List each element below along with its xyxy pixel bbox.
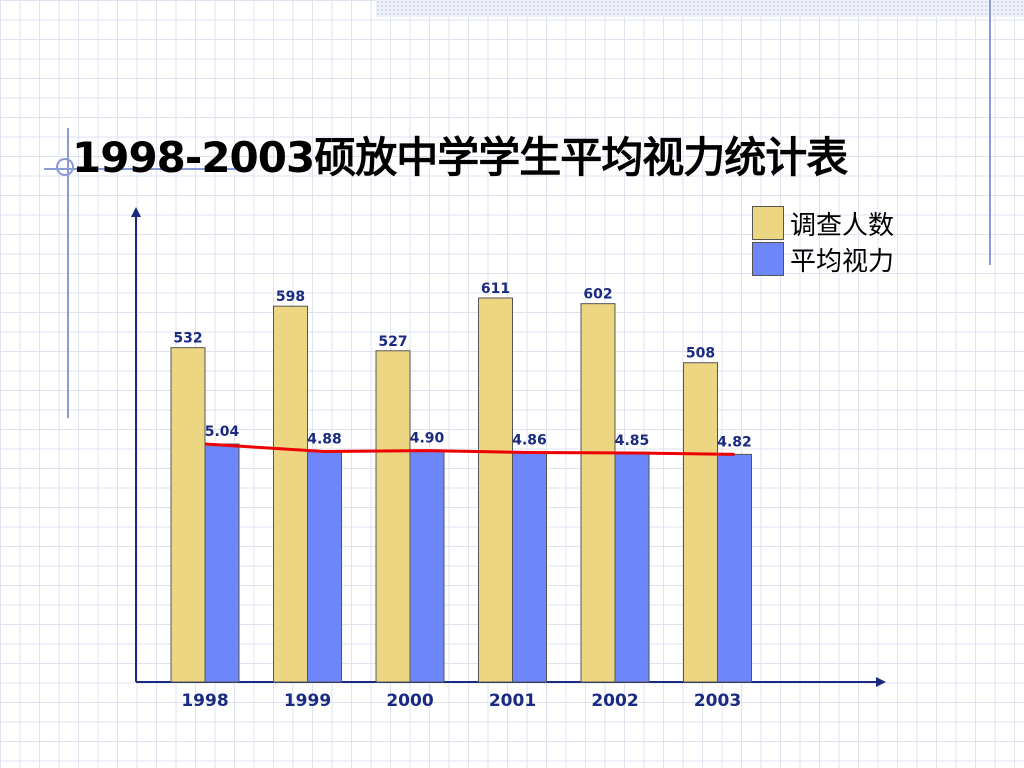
x-tick-label-2000: 2000 xyxy=(386,691,433,711)
bar-vision-1999 xyxy=(307,451,342,683)
bar-vision-2002 xyxy=(614,452,650,683)
legend-item-survey: 调查人数 xyxy=(752,205,894,241)
x-axis-arrow xyxy=(876,677,886,687)
vision-trend-line xyxy=(204,442,735,456)
data-label-vision-2003: 4.82 xyxy=(717,434,752,450)
legend-label-survey: 调查人数 xyxy=(790,210,895,241)
bar-vision-2000 xyxy=(409,450,445,683)
x-tick-label-2003: 2003 xyxy=(694,691,741,711)
legend-label-vision: 平均视力 xyxy=(790,246,895,277)
data-label-survey-2000: 527 xyxy=(378,334,407,350)
x-tick-label-2001: 2001 xyxy=(489,691,536,711)
bar-survey-2003 xyxy=(683,362,718,683)
data-label-vision-2002: 4.85 xyxy=(615,433,650,449)
legend-swatch-survey xyxy=(752,206,784,240)
decorative-vertical-line-left xyxy=(67,128,69,418)
bar-vision-1998 xyxy=(204,443,240,683)
data-label-survey-1999: 598 xyxy=(276,289,305,305)
data-label-survey-1998: 532 xyxy=(173,331,202,347)
chart-legend: 调查人数 平均视力 xyxy=(752,205,894,277)
decorative-vertical-line-right xyxy=(989,0,991,265)
bar-vision-2001 xyxy=(512,452,547,683)
x-tick-label-1999: 1999 xyxy=(284,691,331,711)
x-tick-label-2002: 2002 xyxy=(591,691,638,711)
y-axis-arrow xyxy=(131,207,141,217)
data-label-vision-2001: 4.86 xyxy=(512,433,547,449)
decorative-ring xyxy=(56,158,74,176)
bar-survey-1999 xyxy=(273,305,308,683)
page-title: 1998-2003硕放中学学生平均视力统计表 xyxy=(72,133,848,182)
bar-survey-2002 xyxy=(580,303,616,683)
data-label-vision-2000: 4.90 xyxy=(410,431,445,447)
decorative-title-underline xyxy=(44,168,244,170)
legend-item-vision: 平均视力 xyxy=(752,241,894,277)
data-label-survey-2001: 611 xyxy=(481,281,510,297)
data-label-vision-1999: 4.88 xyxy=(307,432,342,448)
decorative-top-band xyxy=(376,0,1024,17)
bar-survey-2000 xyxy=(375,350,411,683)
legend-swatch-vision xyxy=(752,242,784,276)
bar-survey-1998 xyxy=(170,347,206,683)
x-tick-label-1998: 1998 xyxy=(181,691,228,711)
data-label-survey-2002: 602 xyxy=(583,287,612,303)
data-label-vision-1998: 5.04 xyxy=(205,424,240,440)
bar-vision-2003 xyxy=(717,453,752,683)
data-label-survey-2003: 508 xyxy=(686,346,715,362)
bar-survey-2001 xyxy=(478,297,513,683)
